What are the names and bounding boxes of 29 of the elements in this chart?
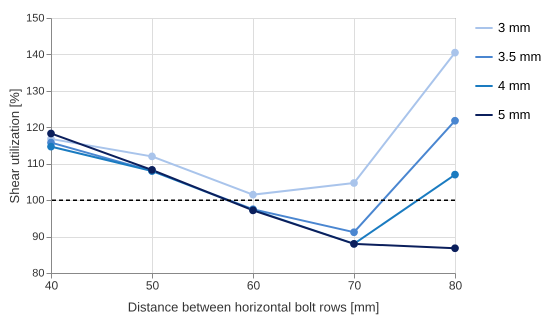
point — [148, 152, 156, 160]
point — [47, 142, 55, 150]
x-tick-label: 80 — [448, 278, 462, 292]
y-tick-label: 80 — [32, 268, 44, 280]
point — [249, 190, 257, 199]
x-axis-title: Distance between horizontal bolt rows [mm] — [128, 300, 380, 314]
point — [451, 116, 459, 125]
y-tick-label: 120 — [26, 122, 44, 134]
y-tick-label: 90 — [32, 231, 44, 244]
x-tick-label: 70 — [348, 278, 362, 292]
y-tick-label: 110 — [26, 158, 44, 170]
y-tick-label: 140 — [26, 48, 44, 61]
y-tick-label: 130 — [26, 85, 44, 98]
legend-label: 4 mm — [498, 78, 530, 93]
point — [451, 48, 459, 56]
y-axis-title: Shear utilization [%] — [7, 88, 22, 204]
point — [350, 179, 358, 187]
x-tick-label: 50 — [146, 278, 160, 292]
legend-label: 3 mm — [498, 20, 530, 35]
point — [451, 170, 459, 179]
point — [350, 228, 358, 236]
legend-label: 3.5 mm — [498, 49, 542, 64]
y-tick-label: 150 — [26, 12, 44, 24]
x-tick-label: 40 — [44, 278, 58, 292]
x-tick-label: 60 — [246, 278, 260, 292]
point — [47, 130, 55, 138]
y-tick-label: 100 — [26, 194, 44, 207]
legend-label: 5 mm — [498, 107, 530, 122]
point — [451, 244, 459, 252]
